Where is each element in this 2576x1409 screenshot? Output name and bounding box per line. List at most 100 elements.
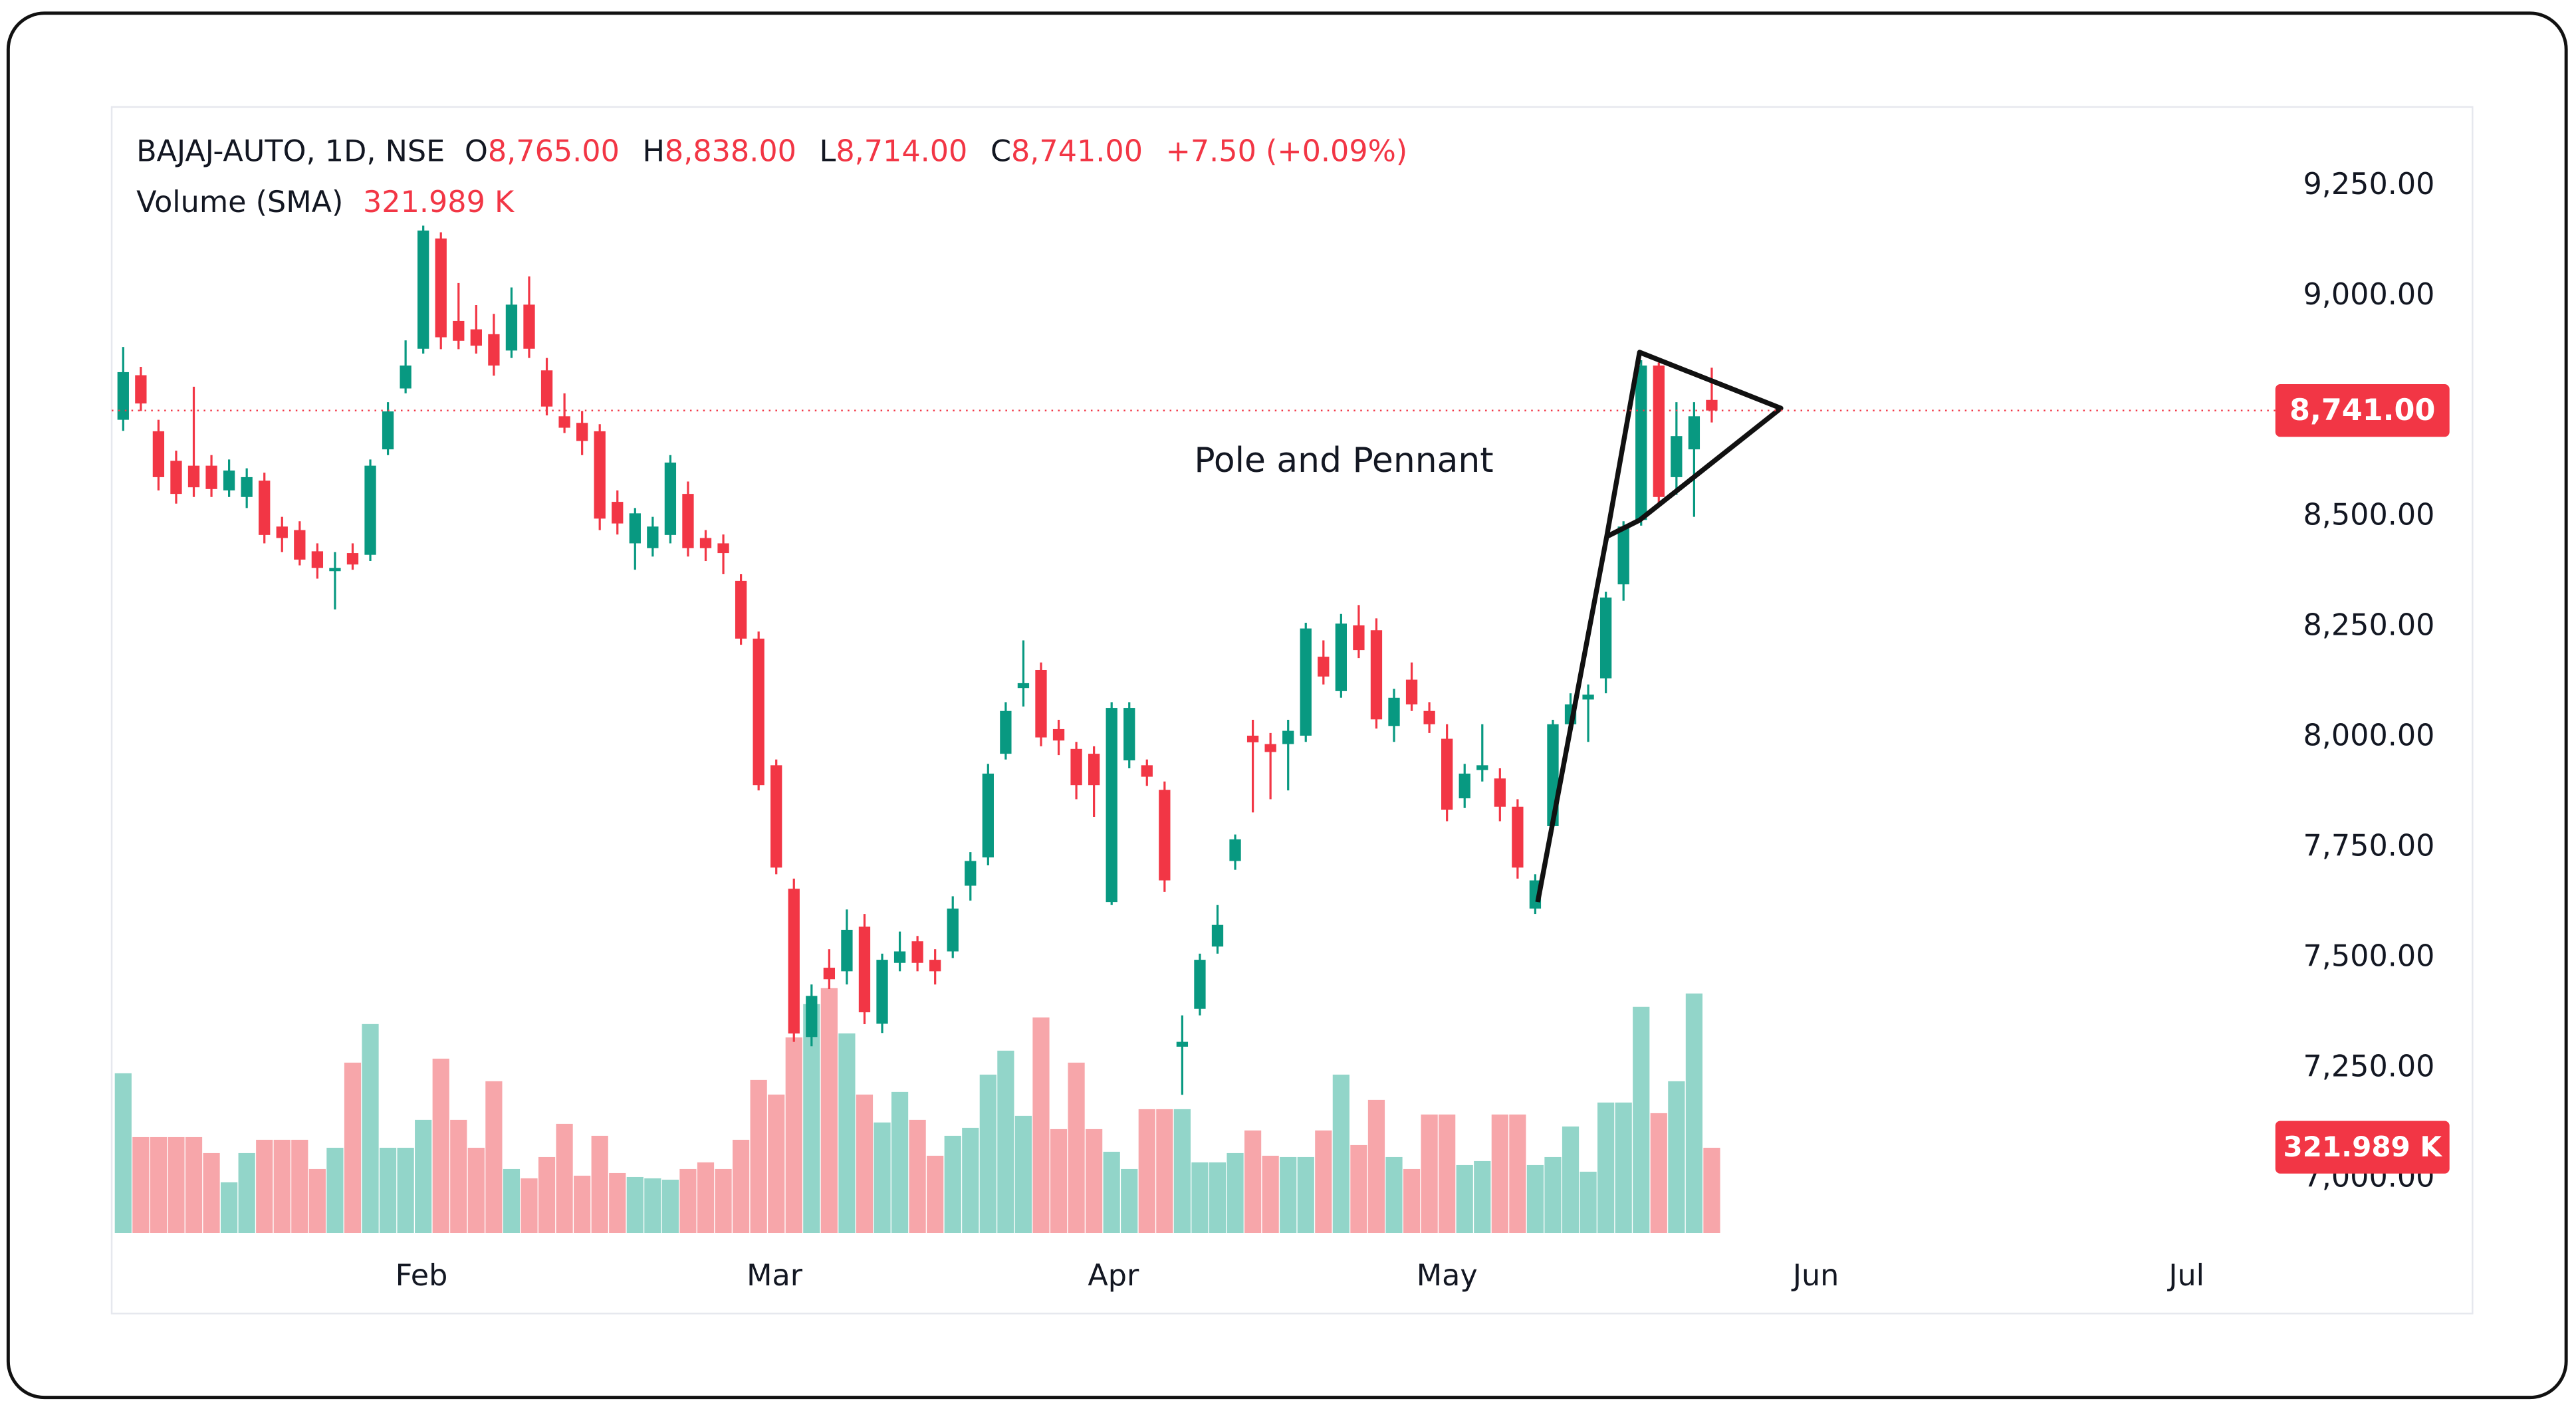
volume-bar: [203, 1152, 220, 1233]
volume-bar: [467, 1147, 485, 1233]
volume-bar: [733, 1139, 750, 1233]
candle-body: [858, 926, 871, 1013]
axis-layer: 7,000.007,250.007,500.007,750.008,000.00…: [112, 167, 2450, 1293]
candle-body: [1176, 1041, 1189, 1047]
y-tick-label: 8,250.00: [2303, 608, 2434, 643]
annotation: Pole and Pennant: [1194, 441, 1493, 481]
volume-bar: [1121, 1168, 1138, 1233]
volume-bar: [1685, 993, 1702, 1233]
ohlc-value: 8,838.00: [665, 134, 796, 168]
candle-body: [1512, 806, 1524, 868]
candle-body: [382, 411, 394, 450]
candle-body: [400, 365, 411, 389]
candle-body: [911, 941, 923, 963]
volume-bar: [1597, 1102, 1615, 1233]
volume-bar: [1403, 1168, 1421, 1233]
volume-bar: [450, 1119, 467, 1233]
candle-body: [594, 431, 606, 519]
y-tick-label: 7,500.00: [2303, 938, 2434, 973]
candle-body: [364, 465, 376, 555]
volume-bar: [626, 1176, 644, 1233]
volume-bar: [1526, 1164, 1544, 1233]
candle-body: [205, 465, 217, 489]
volume-bar: [1474, 1160, 1491, 1233]
candle-body: [1671, 436, 1683, 477]
volume-bar: [503, 1168, 521, 1233]
x-tick-label: Feb: [396, 1258, 448, 1293]
volume-header: Volume (SMA) 321.989 K: [136, 185, 515, 219]
volume-bar: [697, 1162, 715, 1233]
candle-body: [806, 996, 818, 1037]
volume-bar: [962, 1127, 979, 1233]
candle-body: [241, 477, 253, 497]
volume-bar: [1509, 1114, 1526, 1233]
last-price-label: 8,741.00: [2289, 393, 2435, 427]
volume-bar: [291, 1139, 308, 1233]
volume-bar: [856, 1094, 874, 1233]
candle-body: [346, 553, 359, 565]
y-tick-label: 9,000.00: [2303, 277, 2434, 312]
candle-body: [876, 960, 888, 1024]
last-price-tag: [2275, 384, 2450, 437]
candle-body: [1635, 365, 1647, 520]
volume-bar: [944, 1135, 961, 1233]
volume-bar: [308, 1168, 326, 1233]
volume-bar: [574, 1175, 591, 1233]
candle-body: [1052, 728, 1065, 741]
pole-pennant-drawing: [1535, 350, 1784, 903]
candle-body: [1318, 657, 1330, 677]
symbol: BAJAJ-AUTO, 1D, NSE: [136, 134, 445, 168]
candle-body: [435, 238, 447, 338]
volume-bar: [1014, 1115, 1032, 1233]
volume-bar: [1032, 1017, 1050, 1233]
volume-bar: [609, 1172, 626, 1233]
candle-body: [187, 465, 200, 488]
volume-bar: [397, 1147, 414, 1233]
volume-bar: [521, 1178, 538, 1233]
ohlc-key: O: [465, 134, 488, 168]
candle-body: [117, 372, 129, 420]
candle-body: [682, 494, 694, 548]
volume-bar: [1227, 1152, 1244, 1233]
candle-body: [947, 909, 959, 952]
volume-bar: [256, 1139, 273, 1233]
y-tick-label: 8,500.00: [2303, 498, 2434, 532]
volume-label: Volume (SMA): [136, 185, 343, 219]
y-tick-label: 7,750.00: [2303, 828, 2434, 863]
x-tick-label: May: [1417, 1258, 1478, 1293]
volume-bar: [1262, 1155, 1279, 1233]
candle-body: [1123, 708, 1135, 761]
volume-bar: [1244, 1130, 1262, 1233]
candle-body: [1264, 744, 1276, 752]
candle-body: [1353, 625, 1365, 651]
legend-header: BAJAJ-AUTO, 1D, NSE O8,765.00 H8,838.00 L8,…: [136, 134, 1407, 168]
candle-body: [982, 773, 994, 858]
volume-bar: [1421, 1114, 1438, 1233]
volume-bar: [644, 1178, 661, 1233]
y-tick-label: 9,250.00: [2303, 167, 2434, 201]
candle-body: [1441, 738, 1453, 810]
volume-bar: [538, 1156, 556, 1233]
candle-body: [647, 526, 659, 548]
volume-bar: [114, 1073, 132, 1233]
x-tick-label: Apr: [1088, 1258, 1139, 1293]
volume-bar: [362, 1024, 379, 1233]
volume-bar: [1562, 1126, 1580, 1233]
candle-body: [1246, 735, 1259, 742]
volume-bar: [379, 1147, 397, 1233]
volume-bar: [1315, 1130, 1332, 1233]
candle-body: [1370, 630, 1383, 720]
candle-body: [311, 551, 324, 568]
volume-bar: [556, 1123, 573, 1233]
volume-bar: [1332, 1074, 1349, 1233]
candle-body: [540, 370, 553, 407]
candle-body: [1494, 778, 1506, 807]
volume-bar: [891, 1091, 909, 1233]
volume-bar: [909, 1119, 926, 1233]
volume-bar: [1544, 1156, 1562, 1233]
volume-value: 321.989 K: [363, 185, 515, 219]
candle-body: [753, 638, 764, 786]
candle-body: [893, 951, 906, 963]
candle-body: [259, 481, 271, 535]
